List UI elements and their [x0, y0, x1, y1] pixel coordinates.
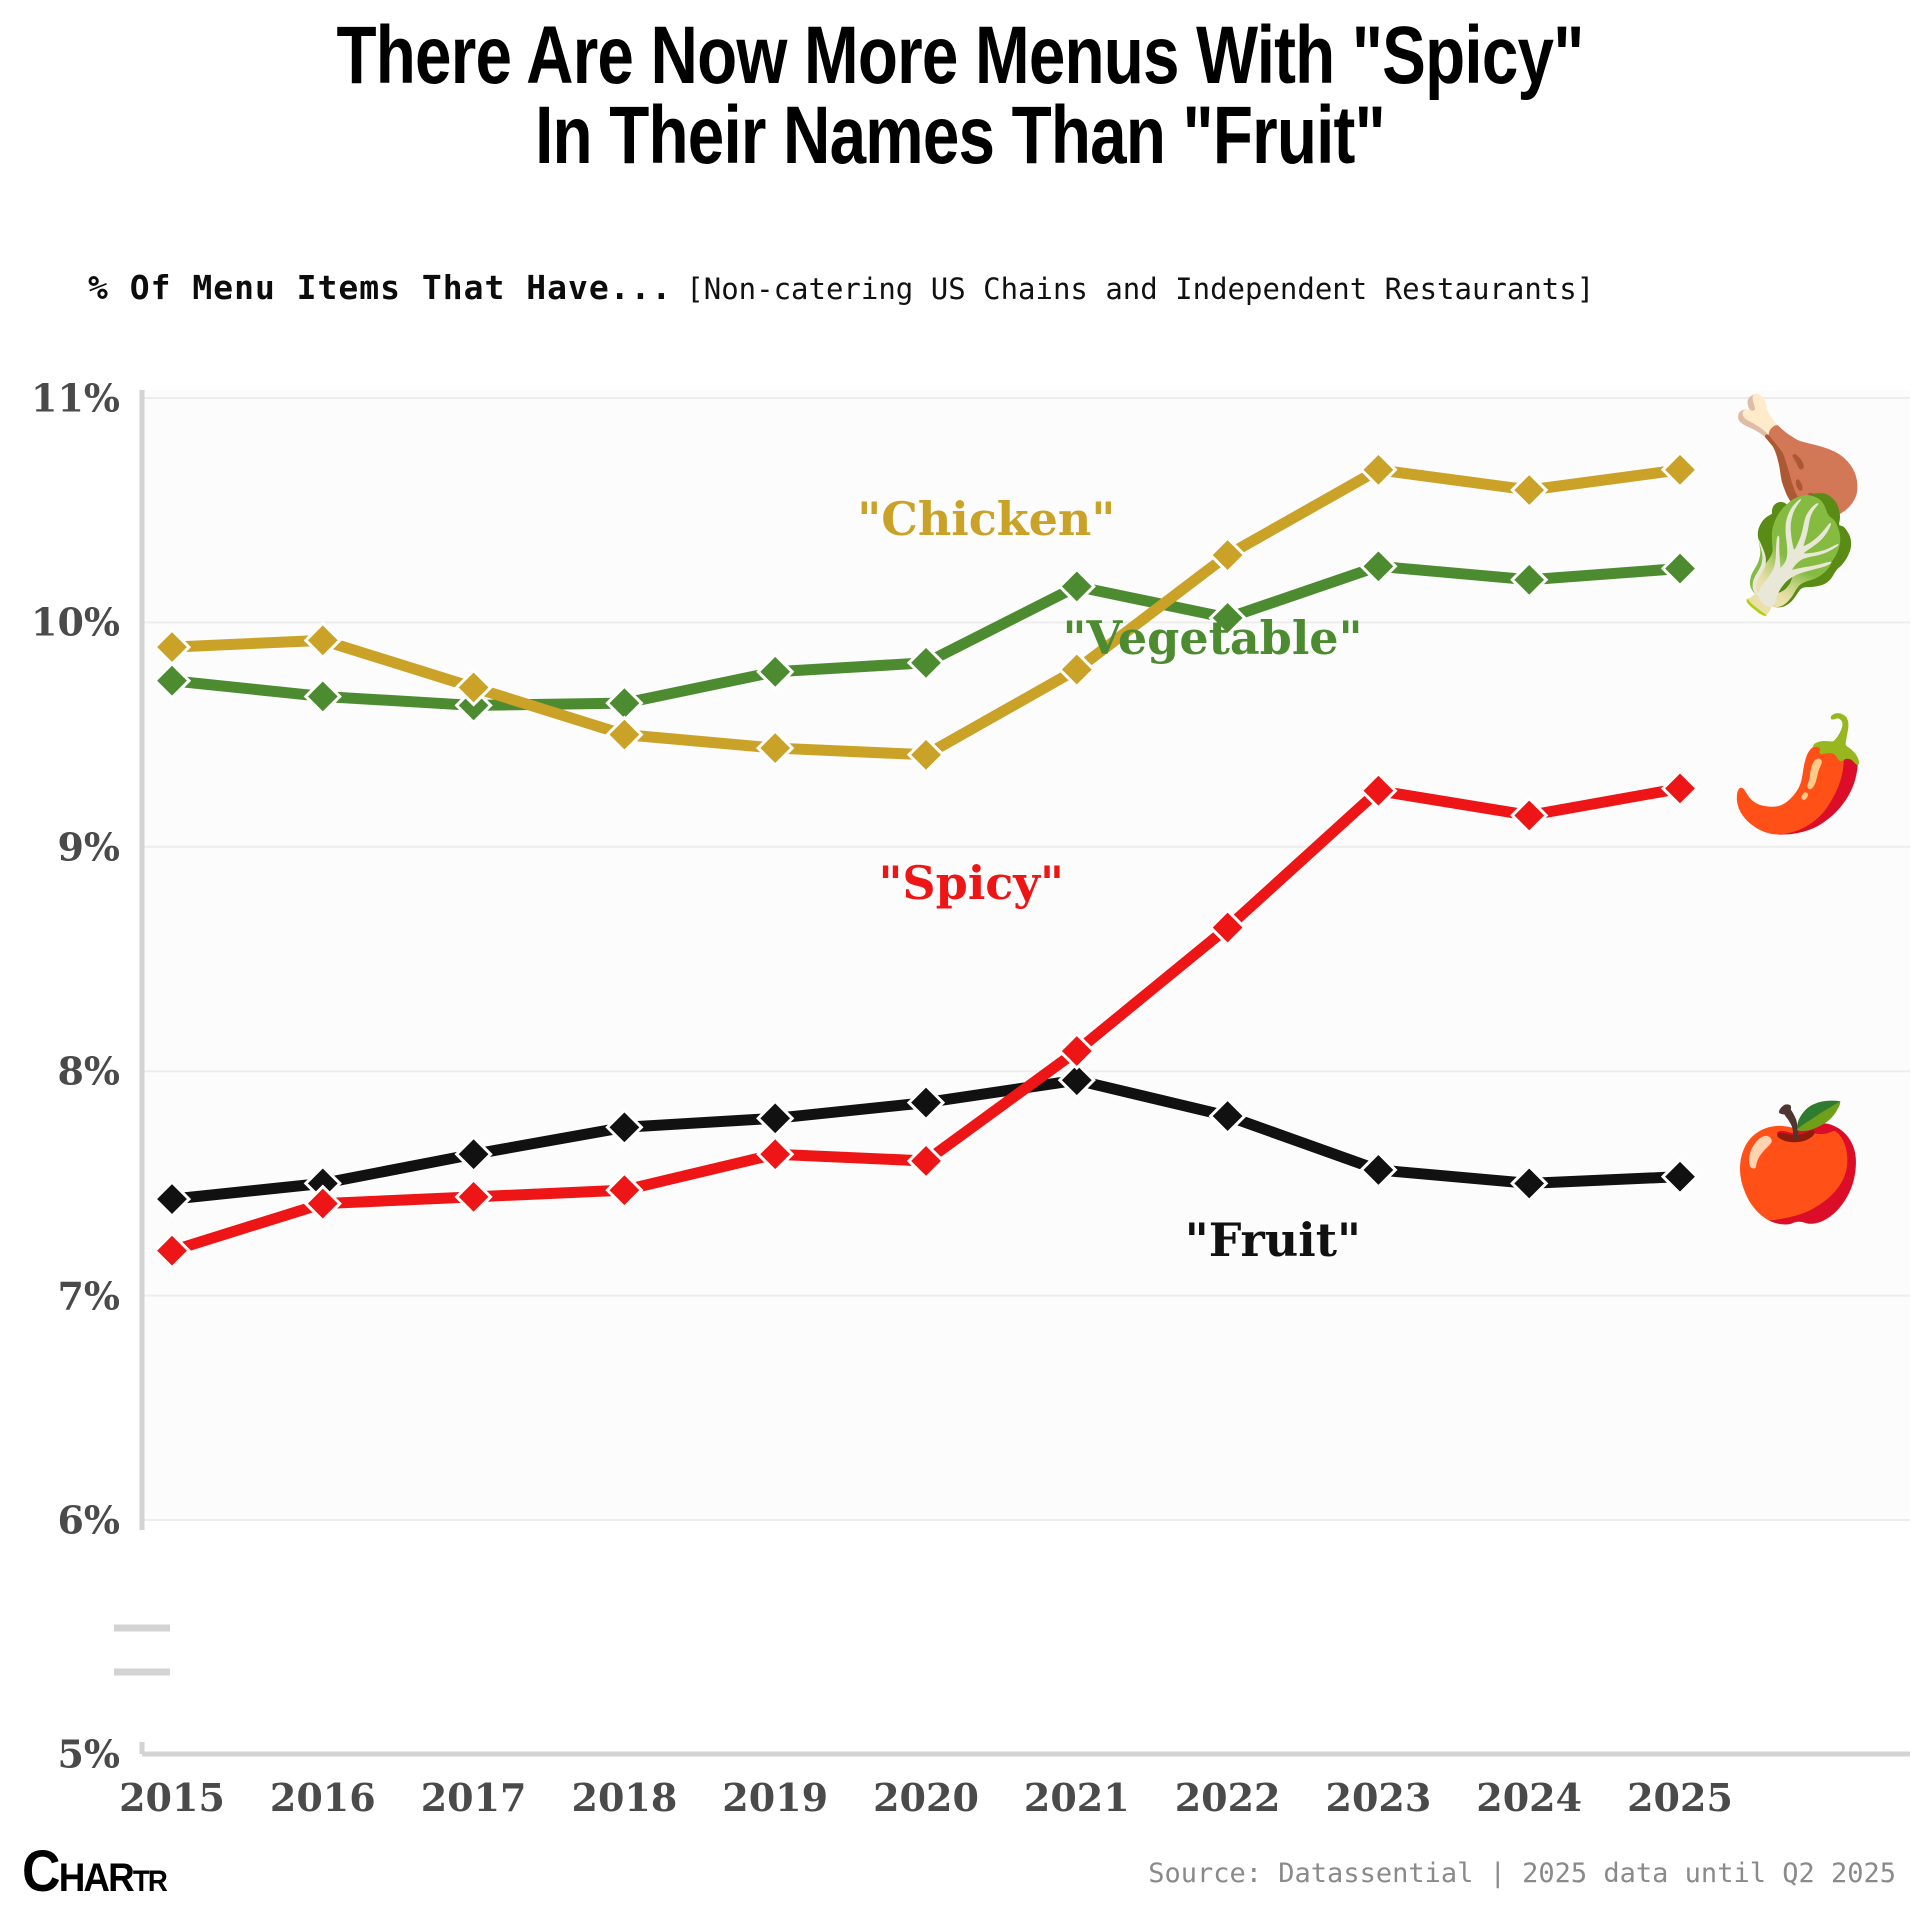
data-point-marker — [1208, 908, 1247, 947]
data-point-marker — [906, 1083, 946, 1122]
x-axis-tick-label: 2022 — [1174, 1775, 1281, 1820]
logo-tr: TR — [132, 1865, 168, 1898]
series-chicken — [152, 450, 1700, 774]
data-point-marker — [303, 677, 342, 716]
logo-c: C — [22, 1839, 61, 1904]
series-fruit — [152, 1061, 1700, 1219]
data-point-marker — [605, 1171, 644, 1210]
apple-icon: 🍎 — [1728, 1097, 1868, 1228]
data-point-marker — [1660, 1157, 1700, 1196]
data-point-marker — [152, 1179, 192, 1219]
data-point-marker — [906, 1141, 946, 1181]
data-point-marker — [1510, 796, 1549, 835]
data-point-marker — [454, 1177, 493, 1216]
title-line-2: In Their Names Than "Fruit" — [535, 90, 1386, 182]
y-axis-tick-label: 6% — [57, 1497, 120, 1543]
leafy-green-icon: 🥬 — [1728, 489, 1868, 620]
y-axis-tick-label: 5% — [57, 1731, 120, 1777]
y-axis-tick-label: 7% — [57, 1273, 120, 1319]
data-point-marker — [1208, 1096, 1247, 1136]
x-axis-tick-label: 2017 — [420, 1775, 527, 1820]
poultry-leg-icon: 🍗 — [1728, 390, 1868, 521]
y-axis-tick-label: 11% — [31, 375, 120, 421]
data-point-marker — [1057, 567, 1096, 606]
series-vegetable — [152, 547, 1700, 725]
x-axis-tick-label: 2020 — [873, 1775, 979, 1820]
series-label: "Vegetable" — [1062, 611, 1363, 666]
data-point-marker — [756, 1135, 795, 1174]
subtitle-row: % Of Menu Items That Have... [Non-cateri… — [88, 268, 1848, 307]
data-point-marker — [1057, 650, 1096, 689]
data-point-marker — [152, 661, 192, 700]
plot-background — [142, 390, 1910, 1520]
chart-subtitle-note: [Non-catering US Chains and Independent … — [686, 272, 1595, 306]
data-point-marker — [756, 652, 795, 691]
data-point-marker — [303, 621, 342, 660]
data-point-marker — [1660, 450, 1700, 489]
data-point-marker — [605, 715, 644, 754]
x-axis-tick-label: 2018 — [571, 1775, 678, 1820]
x-axis-tick-label: 2021 — [1023, 1775, 1130, 1820]
data-point-marker — [1510, 560, 1549, 599]
data-point-marker — [454, 668, 493, 707]
data-point-marker — [1057, 1031, 1096, 1071]
x-axis-tick-label: 2015 — [119, 1775, 225, 1820]
data-point-marker — [1359, 1150, 1398, 1190]
chart-subtitle: % Of Menu Items That Have... — [88, 268, 673, 307]
y-axis-tick-label: 8% — [57, 1048, 120, 1094]
data-point-marker — [152, 1231, 192, 1270]
source-note: Source: Datassential | 2025 data until Q… — [1148, 1858, 1896, 1889]
y-axis-tick-label: 9% — [57, 824, 120, 870]
data-point-marker — [1057, 1061, 1096, 1100]
data-point-marker — [1359, 547, 1398, 586]
x-axis-tick-label: 2025 — [1627, 1775, 1733, 1820]
data-point-marker — [1359, 450, 1398, 489]
series-label: "Fruit" — [1184, 1212, 1361, 1267]
data-point-marker — [1510, 470, 1549, 510]
chartr-logo: CHARTR — [22, 1838, 168, 1905]
hot-pepper-icon: 🌶️ — [1728, 709, 1868, 840]
series-label: "Chicken" — [857, 492, 1116, 547]
data-point-marker — [152, 627, 192, 667]
data-point-marker — [303, 1184, 342, 1223]
x-axis-tick-label: 2024 — [1476, 1775, 1583, 1820]
data-point-marker — [756, 728, 795, 768]
data-point-marker — [1660, 769, 1700, 808]
data-point-marker — [605, 1108, 644, 1147]
x-axis-tick-label: 2016 — [269, 1775, 376, 1820]
page-title: There Are Now More Menus With "Spicy" In… — [192, 15, 1728, 182]
data-point-marker — [906, 735, 946, 774]
series-label: "Spicy" — [878, 855, 1064, 910]
series-spicy — [152, 769, 1700, 1270]
data-point-marker — [1359, 771, 1398, 810]
data-point-marker — [906, 643, 946, 682]
data-point-marker — [1660, 549, 1700, 588]
data-point-marker — [454, 1135, 493, 1174]
logo-har: HAR — [58, 1856, 135, 1900]
data-point-marker — [1208, 598, 1247, 638]
data-point-marker — [1510, 1164, 1549, 1203]
x-axis-tick-label: 2019 — [722, 1775, 829, 1820]
x-axis-tick-label: 2023 — [1325, 1775, 1432, 1820]
y-axis-tick-label: 10% — [31, 599, 120, 645]
data-point-marker — [1208, 535, 1247, 575]
title-line-1: There Are Now More Menus With "Spicy" — [336, 10, 1584, 101]
